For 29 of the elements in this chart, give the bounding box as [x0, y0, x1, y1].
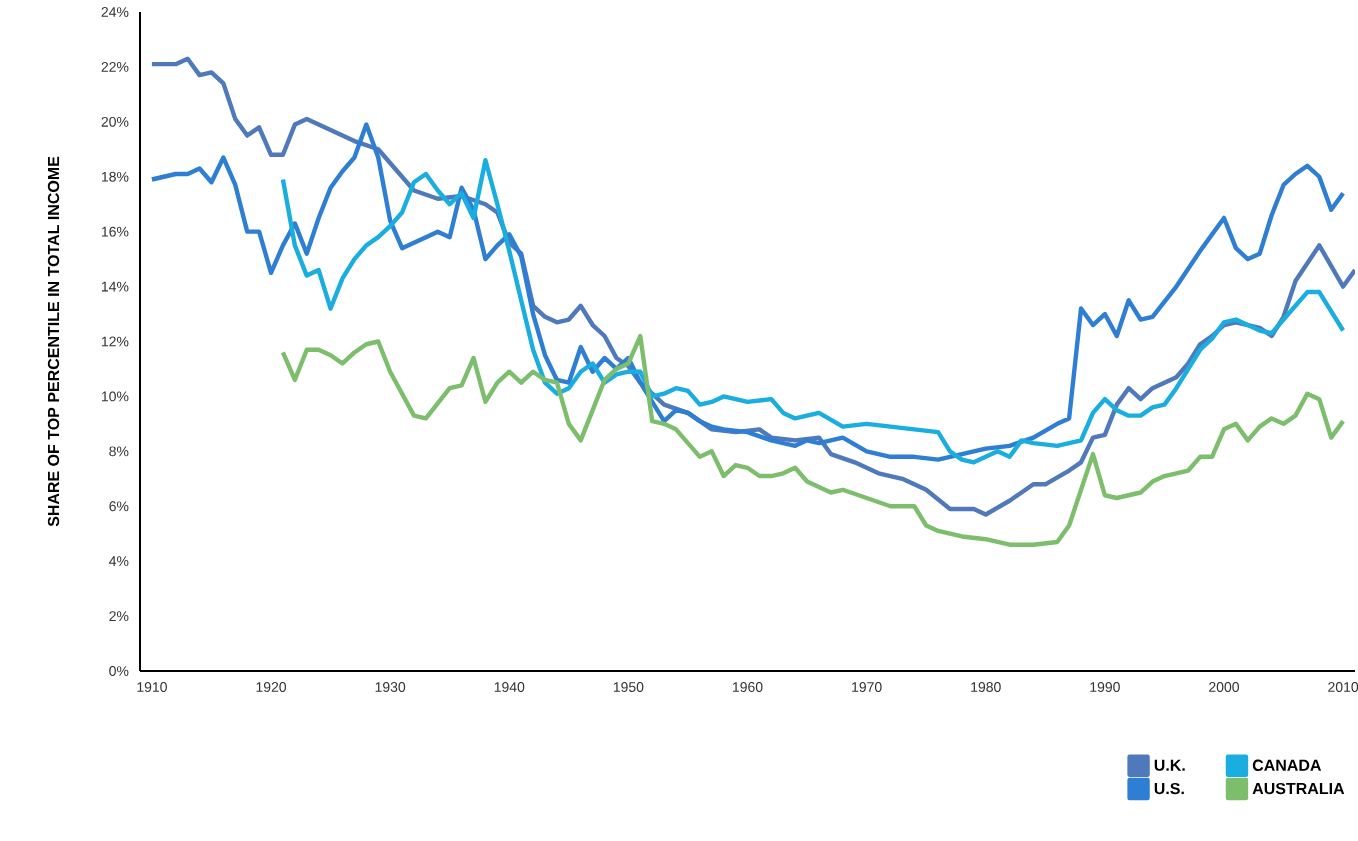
y-tick-label: 18%	[101, 171, 129, 182]
x-tick-label: 1950	[613, 682, 644, 692]
y-tick-label: 14%	[101, 281, 129, 292]
x-tick-label: 2000	[1209, 682, 1240, 692]
x-tick-label: 1930	[375, 682, 406, 692]
y-tick-label: 4%	[109, 556, 129, 567]
legend-label: AUSTRALIA	[1252, 782, 1345, 795]
y-tick-label: 0%	[109, 666, 129, 676]
x-tick-label: 1980	[971, 682, 1001, 692]
y-tick-label: 24%	[101, 7, 129, 17]
y-tick-label: 10%	[101, 391, 129, 402]
y-tick-label: 22%	[101, 62, 129, 72]
y-tick-label: 12%	[101, 336, 129, 347]
y-tick-label: 20%	[101, 116, 129, 127]
y-tick-label: 6%	[109, 501, 129, 512]
x-tick-label: 1970	[852, 682, 882, 692]
x-tick-label: 1920	[256, 682, 287, 692]
x-tick-label: 2010	[1328, 682, 1358, 692]
y-tick-label: 16%	[101, 226, 129, 237]
legend-label: U.S.	[1154, 782, 1184, 795]
y-axis-title: SHARE OF TOP PERCENTILE IN TOTAL INCOME	[47, 156, 60, 527]
legend-label: U.K.	[1154, 759, 1185, 771]
legend-label: CANADA	[1252, 759, 1322, 771]
x-tick-label: 1910	[137, 682, 167, 692]
x-tick-label: 1960	[733, 682, 763, 692]
y-tick-label: 8%	[109, 446, 129, 457]
x-tick-label: 1990	[1090, 682, 1120, 692]
x-tick-label: 1940	[494, 682, 525, 692]
y-tick-label: 2%	[109, 611, 129, 622]
